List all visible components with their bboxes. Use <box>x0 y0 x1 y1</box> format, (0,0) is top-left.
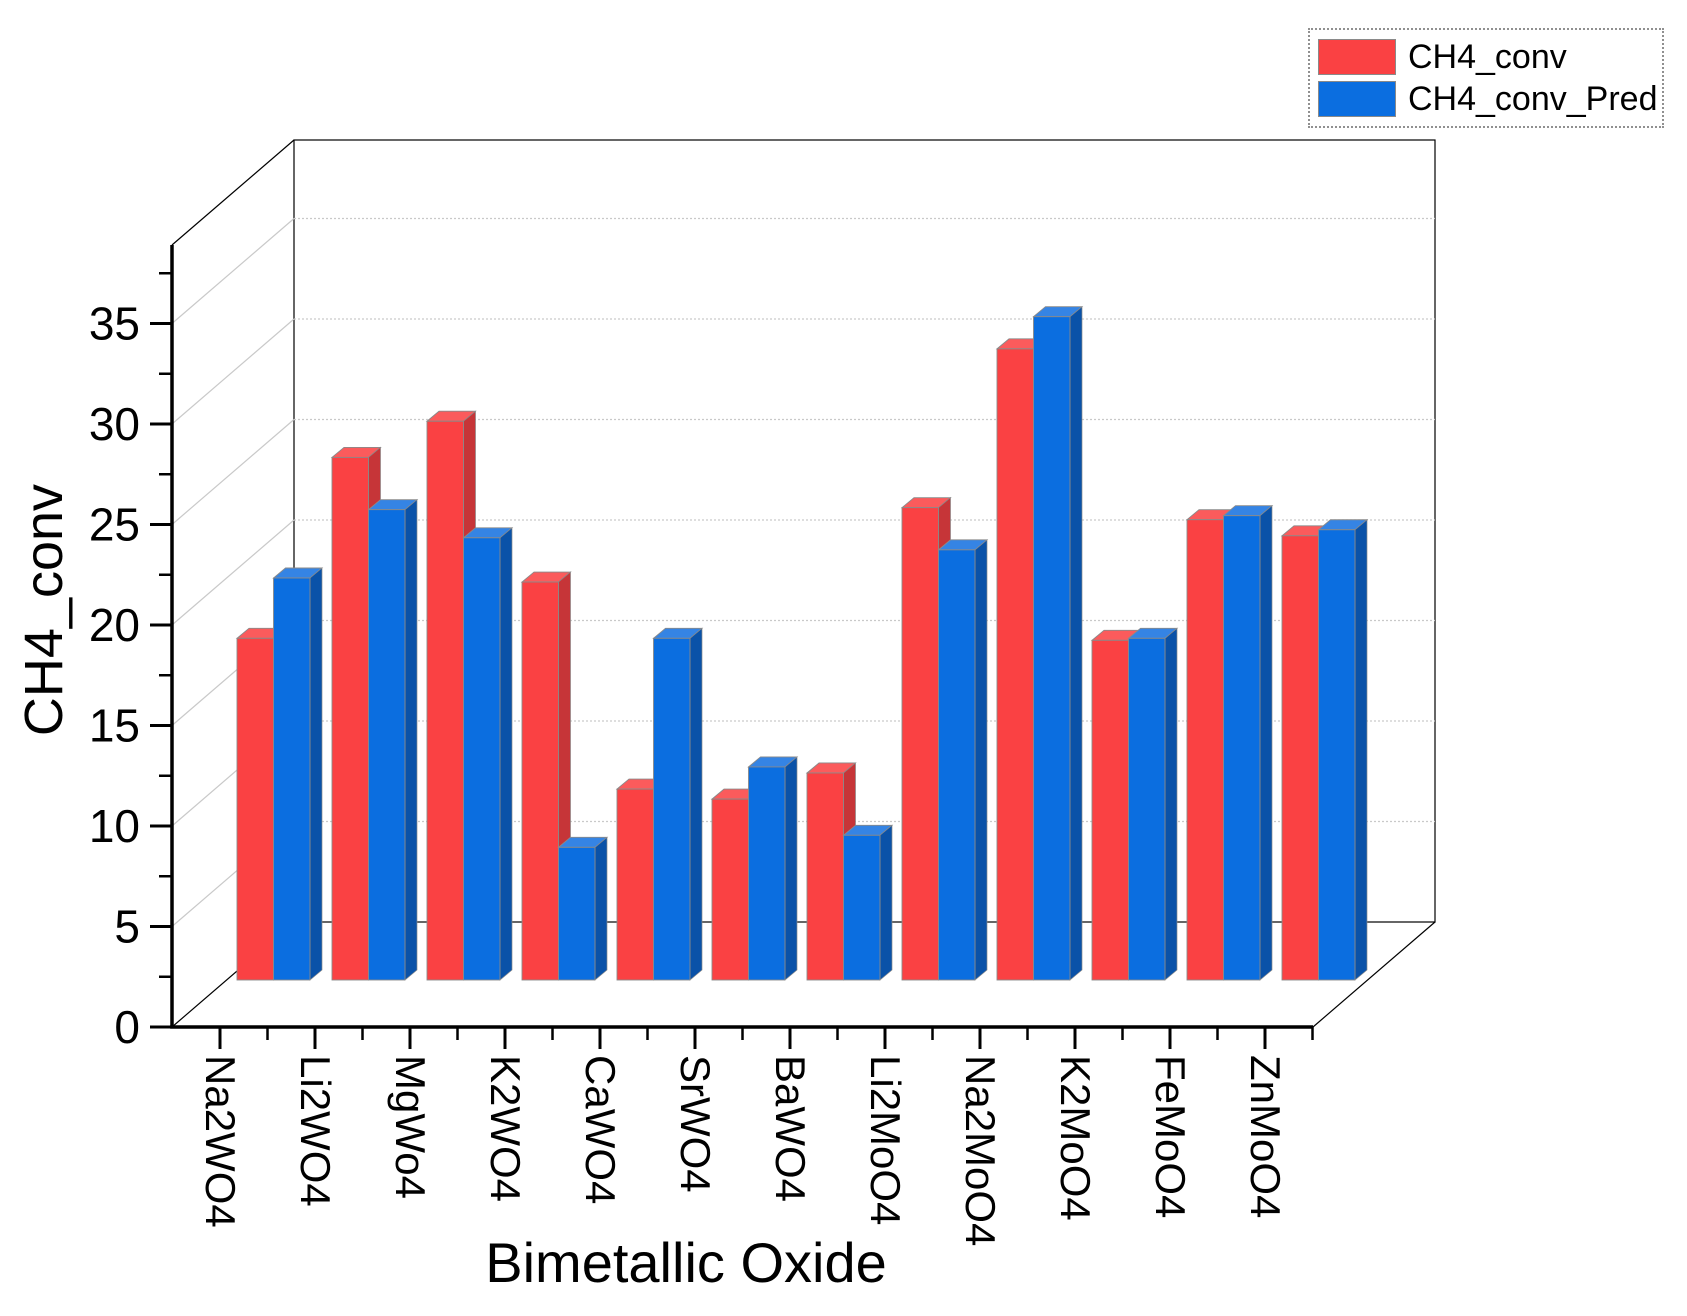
bar-side-ch4-conv-pred-Li2MoO4 <box>974 539 988 981</box>
bar-ch4-conv-Na2MoO4 <box>996 348 1034 981</box>
legend-swatch-ch4-conv <box>1318 39 1396 75</box>
bar-ch4-conv-SrWO4 <box>711 798 749 981</box>
bar-ch4-conv-K2MoO4 <box>1091 639 1129 981</box>
bar-side-ch4-conv-pred-ZnMoO4 <box>1354 519 1368 981</box>
gridline-wall-35 <box>171 218 295 324</box>
bar-ch4-conv-BaWO4 <box>806 772 844 981</box>
bar-ch4-conv-Li2MoO4 <box>901 507 939 981</box>
bar-side-ch4-conv-pred-BaWO4 <box>879 824 893 981</box>
bar-side-ch4-conv-pred-K2WO4 <box>594 836 608 981</box>
bar-ch4-conv-pred-K2WO4 <box>558 846 596 981</box>
plot-area: 0 5 10 15 20 25 30 35 Na2WO4 Li2WO4 MgWo4 K2WO4 CaWO… <box>89 139 1436 1246</box>
y-tick-label-20: 20 <box>89 599 140 651</box>
y-tick-label-30: 30 <box>89 398 140 450</box>
legend-item-ch4-conv-pred: CH4_conv_Pred <box>1318 78 1658 120</box>
bar-ch4-conv-pred-BaWO4 <box>843 834 881 981</box>
x-tick-label-BaWO4: BaWO4 <box>767 1055 814 1202</box>
gridline-wall-30 <box>171 318 295 425</box>
bar-ch4-conv-MgWo4 <box>426 420 464 981</box>
bar-ch4-conv-ZnMoO4 <box>1281 535 1319 981</box>
x-tick-label-ZnMoO4: ZnMoO4 <box>1242 1055 1289 1218</box>
bar-side-ch4-conv-pred-CaWO4 <box>689 627 703 981</box>
bar-ch4-conv-pred-K2MoO4 <box>1128 637 1166 981</box>
x-tick-label-K2WO4: K2WO4 <box>482 1055 529 1202</box>
bar-ch4-conv-pred-Li2MoO4 <box>938 549 976 981</box>
x-tick-label-Na2WO4: Na2WO4 <box>197 1055 244 1228</box>
bar-side-ch4-conv-pred-Na2MoO4 <box>1069 305 1083 981</box>
legend-item-ch4-conv: CH4_conv <box>1318 36 1654 78</box>
x-tick-label-SrWO4: SrWO4 <box>672 1055 719 1193</box>
y-tick-label-15: 15 <box>89 700 140 752</box>
bar-ch4-conv-pred-SrWO4 <box>748 766 786 981</box>
bar-side-ch4-conv-pred-K2MoO4 <box>1164 627 1178 981</box>
x-tick-label-MgWo4: MgWo4 <box>387 1055 434 1199</box>
bar-ch4-conv-K2WO4 <box>521 581 559 981</box>
x-tick-label-K2MoO4: K2MoO4 <box>1052 1055 1099 1221</box>
bar-side-ch4-conv-pred-SrWO4 <box>784 756 798 981</box>
bar-ch4-conv-Na2WO4 <box>236 637 274 981</box>
legend-swatch-ch4-conv-pred <box>1318 81 1396 117</box>
bar-ch4-conv-pred-ZnMoO4 <box>1318 529 1356 981</box>
bar-ch4-conv-pred-FeMoO4 <box>1223 515 1261 981</box>
bar-ch4-conv-CaWO4 <box>616 788 654 981</box>
y-tick-label-0: 0 <box>114 1001 140 1053</box>
bar-ch4-conv-pred-CaWO4 <box>653 637 691 981</box>
x-axis-title: Bimetallic Oxide <box>485 1231 886 1294</box>
y-tick-label-35: 35 <box>89 298 140 350</box>
y-tick-label-10: 10 <box>89 800 140 852</box>
bar-side-ch4-conv-pred-Li2WO4 <box>404 498 418 981</box>
bar-ch4-conv-pred-Na2MoO4 <box>1033 316 1071 981</box>
legend-label-ch4-conv: CH4_conv <box>1408 38 1567 76</box>
y-axis-title: CH4_conv <box>14 484 74 736</box>
x-tick-label-Li2WO4: Li2WO4 <box>292 1055 339 1207</box>
y-tick-label-25: 25 <box>89 499 140 551</box>
bar-ch4-conv-pred-Na2WO4 <box>273 577 311 981</box>
bar-ch4-conv-pred-Li2WO4 <box>368 509 406 981</box>
top-left-edge <box>171 139 295 246</box>
bar-ch4-conv-FeMoO4 <box>1186 519 1224 981</box>
floor-right-edge <box>1312 921 1436 1028</box>
gridline-wall-25 <box>171 419 295 525</box>
bar-side-ch4-conv-pred-MgWo4 <box>499 527 513 981</box>
y-tick-label-5: 5 <box>114 901 140 953</box>
bar-ch4-conv-pred-MgWo4 <box>463 537 501 981</box>
x-tick-label-Na2MoO4: Na2MoO4 <box>957 1055 1004 1246</box>
x-tick-label-CaWO4: CaWO4 <box>577 1055 624 1204</box>
gridline-wall-20 <box>171 519 295 626</box>
bar-side-ch4-conv-pred-Na2WO4 <box>309 567 323 981</box>
x-tick-label-FeMoO4: FeMoO4 <box>1147 1055 1194 1218</box>
legend-label-ch4-conv-pred: CH4_conv_Pred <box>1408 80 1658 118</box>
bar-ch4-conv-Li2WO4 <box>331 456 369 981</box>
x-tick-label-Li2MoO4: Li2MoO4 <box>862 1055 909 1225</box>
legend: CH4_conv CH4_conv_Pred <box>1308 28 1664 128</box>
bar-side-ch4-conv-pred-FeMoO4 <box>1259 504 1273 981</box>
